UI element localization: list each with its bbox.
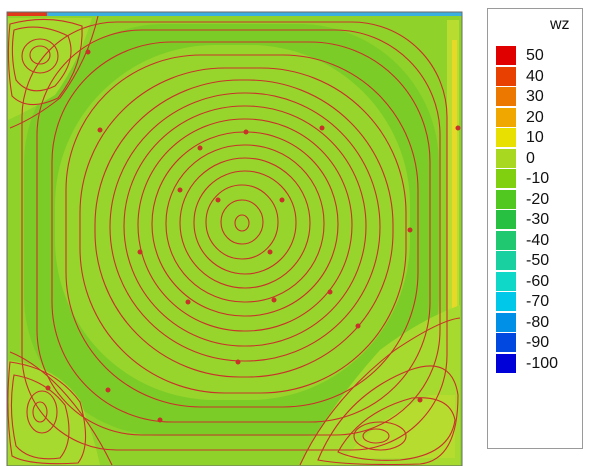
colorbar-swatch	[496, 333, 516, 352]
streamline-loop	[65, 54, 419, 408]
streamline-loop	[123, 105, 367, 347]
colorbar-label: -40	[526, 231, 550, 249]
colorbar-swatch	[496, 66, 516, 86]
streamline-loop	[36, 29, 441, 436]
colorbar-label: 30	[526, 88, 544, 105]
colorbar-swatch	[496, 210, 516, 229]
arrow-marker	[355, 323, 361, 329]
streamline-loop	[179, 157, 311, 289]
lid-strip	[7, 12, 462, 16]
colorbar-swatch	[496, 251, 516, 270]
colorbar-label: 50	[526, 47, 544, 64]
corner-streamline	[10, 374, 70, 460]
streamline-loop	[137, 118, 353, 332]
contour-plot	[6, 11, 463, 466]
colorbar-swatch	[496, 46, 516, 65]
streamline-loop	[205, 184, 279, 260]
arrow-marker	[177, 187, 183, 193]
colorbar-swatch	[496, 148, 516, 168]
arrow-marker	[319, 125, 325, 131]
streamline-loop	[109, 92, 381, 362]
corner-streamline	[11, 26, 72, 92]
arrow-marker	[327, 289, 333, 295]
streamline-loop	[79, 67, 407, 394]
colorbar-swatch	[496, 230, 516, 250]
colorbar-label: -90	[526, 334, 550, 351]
arrow-marker	[185, 299, 191, 305]
inner-core	[55, 45, 410, 400]
streamline-loop	[220, 199, 264, 245]
colorbar-swatch	[496, 292, 516, 311]
corner-streamline	[32, 401, 48, 423]
arrow-marker	[235, 359, 241, 365]
right-hot	[452, 40, 457, 440]
colorbar-label: -70	[526, 293, 550, 310]
streamline-loop	[51, 41, 431, 423]
corner-streamline	[337, 397, 456, 461]
arrow-marker	[45, 385, 51, 391]
colorbar-title: wz	[550, 16, 570, 33]
colorbar-swatch	[496, 87, 516, 106]
arrow-marker	[215, 197, 221, 203]
corner-vortex-bottom-left	[8, 360, 100, 465]
colorbar-swatch	[496, 189, 516, 209]
arrow-marker	[417, 397, 423, 403]
streamline-loop	[193, 170, 297, 275]
arrow-marker	[267, 249, 273, 255]
colorbar-label: -100	[526, 354, 559, 372]
streamline-loop	[165, 144, 325, 303]
corner-streamline	[317, 365, 459, 466]
colorbar-swatch	[496, 312, 516, 332]
corner-vortex-top-left	[8, 18, 92, 120]
colorbar-label: -20	[526, 190, 550, 208]
colorbar-swatch	[496, 271, 516, 291]
corner-streamline	[9, 15, 99, 129]
arrow-marker	[407, 227, 413, 233]
arrow-marker	[137, 249, 143, 255]
colorbar-label: -80	[526, 313, 550, 331]
corner-streamline	[29, 45, 51, 65]
colorbar-label: 20	[526, 108, 544, 126]
arrow-marker	[105, 387, 111, 393]
colorbar-label: -10	[526, 170, 550, 187]
streamline-loop	[234, 214, 250, 232]
arrow-marker	[97, 127, 103, 133]
colorbar-swatch	[496, 128, 516, 147]
corner-streamline	[299, 317, 461, 466]
arrow-marker	[243, 129, 249, 135]
colorbar-swatch	[496, 353, 516, 373]
arrow-marker	[197, 145, 203, 151]
corner-streamline	[9, 351, 113, 466]
colorbar-label: -30	[526, 211, 550, 228]
arrow-marker	[271, 297, 277, 303]
colorbar-swatch	[496, 169, 516, 188]
lid-strip-hot	[7, 12, 47, 16]
arrow-marker	[279, 197, 285, 203]
corner-streamline	[7, 18, 83, 106]
domain-border	[6, 11, 463, 466]
corner-streamline	[21, 38, 59, 74]
corner-streamline	[353, 421, 407, 451]
corner-streamline	[362, 428, 390, 444]
streamline-arrows	[45, 49, 461, 423]
colorbar-swatch	[496, 107, 516, 127]
streamline-loop	[94, 79, 394, 378]
corner-streamline	[7, 361, 87, 465]
colorbar-label: 10	[526, 129, 544, 146]
arrow-marker	[85, 49, 91, 55]
streamlines	[7, 15, 461, 466]
arrow-marker	[157, 417, 163, 423]
colorbar-label: -50	[526, 252, 550, 269]
colorbar-label: -60	[526, 272, 550, 290]
colorbar-label: 40	[526, 67, 544, 85]
arrow-marker	[455, 125, 461, 131]
streamline-loop	[21, 21, 448, 451]
colorbar-label: 0	[526, 149, 535, 167]
corner-streamline	[26, 390, 58, 434]
